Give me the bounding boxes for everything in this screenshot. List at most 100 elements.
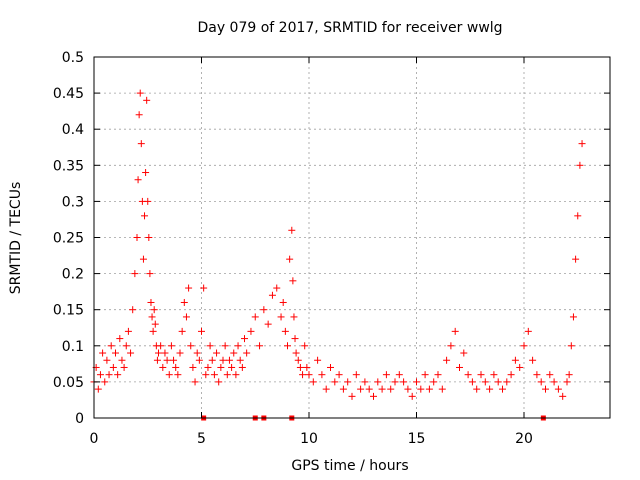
data-point <box>511 356 519 364</box>
data-point <box>217 363 225 371</box>
data-point <box>569 313 577 321</box>
x-tick-label: 20 <box>515 431 533 447</box>
data-point <box>200 284 208 292</box>
data-point <box>219 356 227 364</box>
data-point <box>574 212 582 220</box>
data-point <box>114 371 122 379</box>
data-point <box>185 284 193 292</box>
data-point <box>572 255 580 263</box>
data-point <box>335 371 343 379</box>
data-point <box>172 363 180 371</box>
data-point <box>221 342 229 350</box>
data-point <box>232 371 240 379</box>
data-point <box>565 371 573 379</box>
data-point <box>143 96 151 104</box>
data-point <box>425 385 433 393</box>
data-point <box>456 363 463 371</box>
data-point <box>112 349 119 357</box>
data-point <box>387 385 395 393</box>
data-point <box>247 327 255 335</box>
data-point <box>234 342 242 350</box>
data-point <box>404 385 412 393</box>
chart-title: Day 079 of 2017, SRMTID for receiver wwl… <box>197 20 502 36</box>
y-tick-label: 0.35 <box>53 158 84 174</box>
data-points <box>90 89 586 421</box>
data-point <box>146 270 154 278</box>
data-point <box>133 234 141 241</box>
x-tick-label: 10 <box>300 431 318 447</box>
data-point <box>198 327 205 335</box>
data-point <box>286 255 294 263</box>
y-tick-label: 0.1 <box>62 339 84 355</box>
data-point <box>370 392 377 400</box>
data-point <box>503 378 511 386</box>
data-point <box>357 385 365 393</box>
data-point <box>413 378 420 386</box>
data-point <box>139 255 147 263</box>
data-point <box>507 371 515 379</box>
data-point <box>576 161 584 169</box>
data-point <box>204 363 212 371</box>
data-point <box>314 356 322 364</box>
y-axis-label: SRMTID / TECUs <box>8 182 24 295</box>
data-point <box>105 371 113 379</box>
data-point <box>144 197 152 205</box>
data-point <box>236 356 244 364</box>
data-point <box>165 371 173 379</box>
data-point <box>120 363 128 371</box>
y-tick-label: 0.5 <box>62 50 84 66</box>
data-point <box>148 313 156 321</box>
data-point <box>251 313 259 321</box>
data-point <box>127 349 135 357</box>
data-point <box>382 371 390 379</box>
data-point <box>149 327 157 335</box>
data-point <box>151 320 159 328</box>
data-point <box>309 378 317 386</box>
data-point <box>153 356 161 364</box>
data-point <box>193 349 201 357</box>
data-point <box>292 349 300 357</box>
data-point <box>230 349 238 357</box>
data-point <box>187 342 195 350</box>
data-point <box>378 385 386 393</box>
data-point <box>137 140 145 148</box>
data-point <box>400 378 408 386</box>
data-point <box>163 356 171 364</box>
data-point <box>365 385 373 393</box>
x-tick-label: 5 <box>197 431 206 447</box>
data-point <box>524 327 532 335</box>
data-point <box>499 385 506 393</box>
y-tick-label: 0.2 <box>62 267 84 283</box>
data-point <box>136 89 144 97</box>
data-point <box>430 378 438 386</box>
data-point <box>182 313 190 321</box>
data-point <box>374 378 382 386</box>
data-point <box>567 342 575 350</box>
data-point <box>361 378 369 386</box>
data-point <box>206 342 214 350</box>
data-point <box>279 298 287 306</box>
data-point <box>438 385 446 393</box>
data-point <box>296 363 304 371</box>
data-point <box>486 385 494 393</box>
data-point <box>241 335 248 343</box>
data-point <box>243 349 251 357</box>
data-point <box>344 378 352 386</box>
data-point <box>563 378 571 386</box>
data-point <box>159 363 167 371</box>
data-point <box>434 371 442 379</box>
data-point <box>99 349 107 357</box>
data-point <box>147 298 155 306</box>
data-point <box>141 212 149 220</box>
data-point <box>264 320 272 328</box>
data-point <box>129 306 137 314</box>
data-point <box>554 385 562 393</box>
data-point <box>135 111 143 119</box>
data-point <box>318 371 326 379</box>
y-tick-label: 0.45 <box>53 86 84 102</box>
data-point <box>273 284 281 292</box>
data-point <box>161 349 169 357</box>
y-tick-label: 0.25 <box>53 231 84 247</box>
data-point <box>578 140 586 148</box>
data-point <box>210 371 218 379</box>
